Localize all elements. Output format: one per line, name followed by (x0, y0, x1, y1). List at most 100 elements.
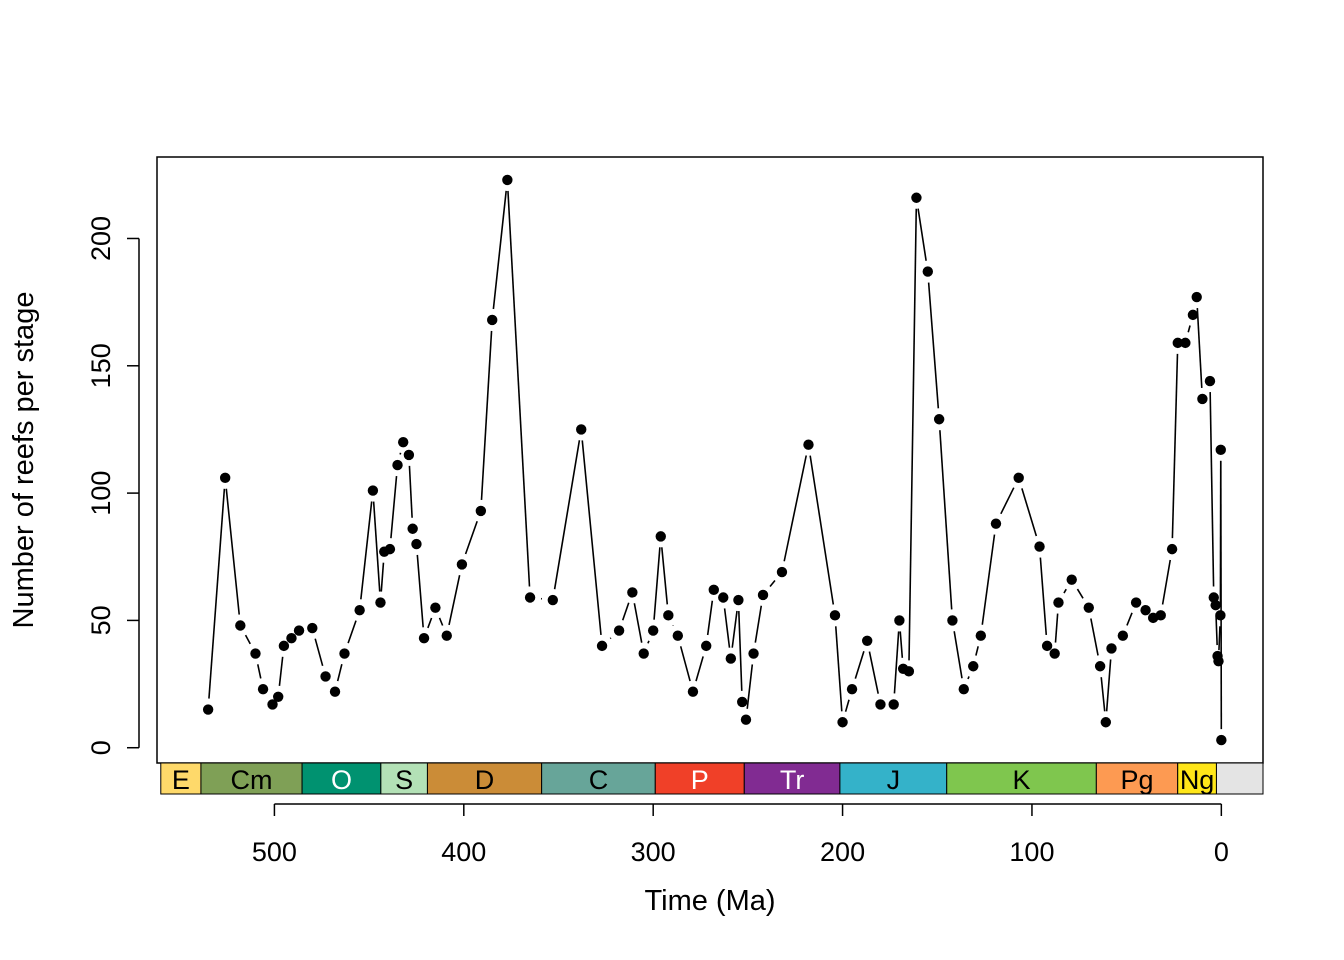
data-point (502, 174, 513, 186)
series-line-segment (1218, 626, 1221, 651)
data-point (627, 587, 638, 598)
series-line-segment (1076, 588, 1084, 599)
x-axis: 500 400 300 200 100 0 (252, 803, 1229, 867)
series-line-segment (679, 646, 691, 682)
series-line-segment (380, 562, 385, 592)
series-line-segment (1021, 488, 1038, 537)
data-point (1034, 541, 1045, 552)
data-point (1049, 648, 1060, 659)
data-point (235, 620, 246, 631)
y-tick-label: 150 (86, 343, 116, 388)
data-point (397, 436, 409, 448)
series-line-segment (854, 651, 865, 679)
data-point (837, 717, 848, 728)
data-point (975, 630, 987, 641)
data-point (487, 314, 498, 326)
period-box (743, 762, 841, 795)
data-point (219, 472, 231, 484)
data-point (613, 625, 625, 636)
geologic-timescale: E Cm O S D C P Tr J K Pg Ng (160, 762, 1264, 795)
data-point (1041, 640, 1053, 652)
data-point (1172, 337, 1183, 349)
data-point (903, 666, 915, 677)
data-point (456, 559, 468, 570)
series-line-segment (208, 488, 226, 699)
period-label: E (172, 765, 190, 795)
series-line-segment (438, 617, 444, 626)
period-label: C (589, 765, 609, 795)
series-line-segment (738, 611, 743, 691)
data-point (1187, 309, 1199, 321)
series-line-segment (553, 440, 581, 590)
data-point (1166, 543, 1178, 555)
series-line-segment (1090, 618, 1099, 656)
data-point (403, 449, 415, 461)
x-tick-label: 300 (631, 837, 676, 867)
series-line-segment (1187, 325, 1191, 333)
series-line-segment (1063, 588, 1067, 594)
y-tick-label: 200 (86, 216, 116, 261)
series-line-segment (1039, 557, 1048, 635)
data-point (367, 485, 379, 496)
series-line-segment (1171, 353, 1179, 539)
series-line-segment (507, 190, 531, 587)
data-point (875, 699, 886, 710)
data-point (776, 566, 788, 578)
data-point (1083, 602, 1094, 613)
series-line-segment (967, 676, 970, 680)
series-line-segment (661, 547, 669, 605)
data-point (411, 538, 422, 550)
series-line-segment (917, 208, 927, 261)
data-point (718, 592, 729, 603)
series-line-segment (754, 605, 763, 643)
series-line-segment (647, 640, 650, 644)
x-axis-label: Time (Ma) (644, 885, 775, 917)
data-point (748, 648, 759, 659)
series-line-segment (975, 646, 979, 656)
series-line-segment (390, 475, 398, 539)
data-point (1191, 291, 1202, 303)
data-point (384, 543, 396, 555)
series-line-segment (609, 637, 612, 640)
data-point (725, 653, 737, 664)
data-point (1204, 375, 1216, 387)
data-point (655, 531, 666, 542)
series-line-segment (244, 634, 251, 645)
series-line-segment (834, 626, 843, 712)
data-point (441, 630, 452, 641)
series-line-segment (372, 501, 381, 592)
period-box (1095, 762, 1179, 795)
period-box (654, 762, 745, 795)
period-label: Ng (1180, 765, 1215, 795)
data-point (1106, 643, 1117, 654)
data-point (576, 424, 587, 435)
period-label: S (395, 765, 413, 795)
data-point (278, 640, 290, 652)
data-point (1210, 599, 1221, 611)
series-line-segment (492, 190, 507, 310)
data-point (250, 648, 261, 659)
period-label: Pg (1121, 765, 1154, 795)
series-line-segment (899, 631, 904, 658)
data-point (1066, 574, 1077, 585)
data-point (392, 459, 403, 471)
data-point (1155, 610, 1166, 621)
period-label: Cm (231, 765, 273, 795)
data-point (701, 640, 712, 652)
series-line-segment (939, 430, 953, 610)
y-axis: 0 50 100 150 200 (86, 216, 140, 755)
data-point (339, 648, 350, 659)
period-label: K (1013, 765, 1031, 795)
series-line-segment (731, 610, 738, 648)
data-point (1094, 661, 1106, 672)
data-point (947, 615, 958, 626)
period-box (1177, 762, 1217, 795)
series-line-segment (427, 617, 433, 629)
data-point (1180, 337, 1191, 349)
series-line-segment (408, 465, 413, 518)
data-point (547, 594, 559, 606)
data-point (320, 671, 331, 682)
data-point (273, 691, 284, 702)
series-line-segment (868, 651, 879, 694)
data-point (733, 594, 744, 606)
